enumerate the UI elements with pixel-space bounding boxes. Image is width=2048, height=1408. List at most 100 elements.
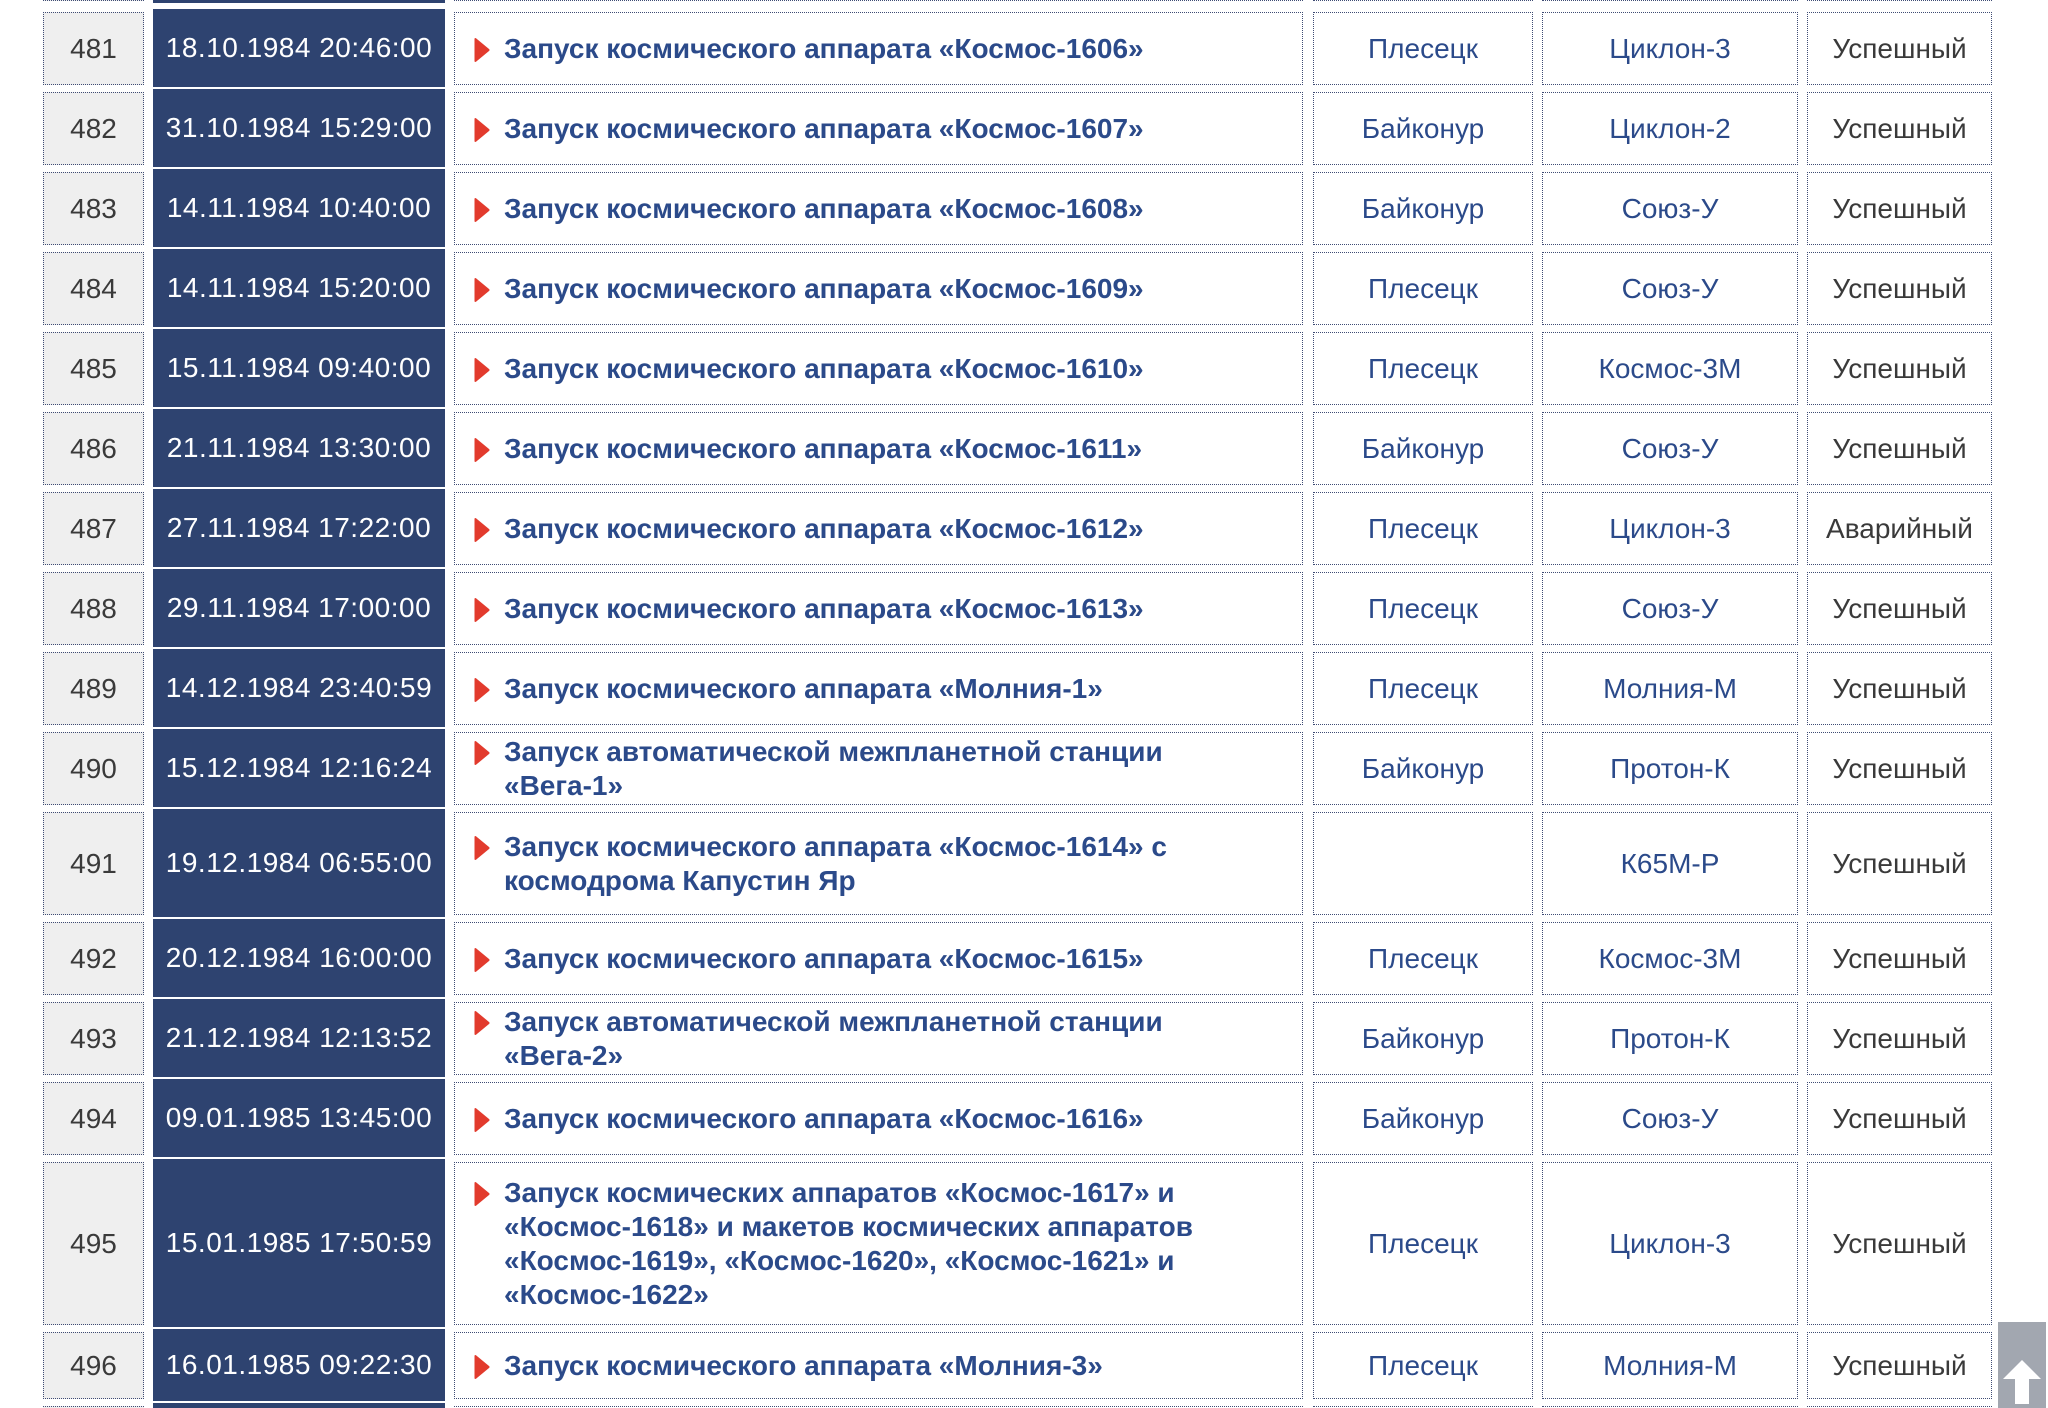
launch-status: Успешный	[1807, 332, 1992, 405]
launch-description-link[interactable]: Запуск космического аппарата «Космос-161…	[504, 512, 1144, 544]
launch-site: Байконур	[1313, 1002, 1533, 1075]
launch-description-inner: Запуск автоматической межпланетной станц…	[473, 735, 1276, 803]
launch-description-cell: Запуск космического аппарата «Космос-160…	[454, 172, 1303, 245]
launch-site: Плесецк	[1313, 12, 1533, 85]
launch-description-inner: Запуск космических аппаратов «Космос-161…	[473, 1176, 1276, 1312]
launch-description-link[interactable]: Запуск космического аппарата «Космос-160…	[504, 32, 1144, 64]
launch-site: Плесецк	[1313, 922, 1533, 995]
launch-datetime: 15.01.1985 17:50:59	[153, 1159, 445, 1327]
rocket-name: Союз-У	[1542, 252, 1798, 325]
table-row: 490 15.12.1984 12:16:24 Запуск автоматичес…	[0, 728, 2048, 808]
bullet-arrow-icon	[473, 357, 490, 383]
launch-description-link[interactable]: Запуск космического аппарата «Космос-161…	[504, 592, 1144, 624]
launch-description-cell: Запуск космического аппарата «Космос-161…	[454, 922, 1303, 995]
launch-datetime	[153, 0, 445, 3]
bullet-arrow-icon	[473, 37, 490, 63]
launch-description-cell	[454, 0, 1303, 1]
launch-description-link[interactable]: Запуск автоматической межпланетной станц…	[504, 735, 1163, 801]
launch-datetime: 21.11.1984 13:30:00	[153, 409, 445, 487]
partial-row-above	[0, 0, 2048, 8]
row-number: 487	[43, 492, 144, 565]
rocket-name	[1542, 1406, 1798, 1408]
launch-description-inner: Запуск космического аппарата «Космос-161…	[473, 1102, 1144, 1136]
launch-datetime	[153, 1403, 445, 1408]
launch-description-link[interactable]: Запуск космического аппарата «Молния-1»	[504, 672, 1103, 704]
launch-datetime: 27.11.1984 17:22:00	[153, 489, 445, 567]
launch-description-link[interactable]: Запуск космического аппарата «Космос-161…	[504, 352, 1144, 384]
launch-table: 481 18.10.1984 20:46:00 Запуск космическог…	[0, 8, 2048, 1402]
launch-datetime: 20.12.1984 16:00:00	[153, 919, 445, 997]
launch-status: Успешный	[1807, 922, 1992, 995]
launch-description-cell: Запуск космического аппарата «Космос-161…	[454, 1082, 1303, 1155]
launch-description-link[interactable]: Запуск космического аппарата «Космос-160…	[504, 272, 1144, 304]
launch-description-cell: Запуск космического аппарата «Космос-161…	[454, 412, 1303, 485]
launch-description-link[interactable]: Запуск космического аппарата «Молния-3»	[504, 1349, 1103, 1381]
launch-description-inner: Запуск космического аппарата «Космос-161…	[473, 830, 1276, 898]
table-row: 487 27.11.1984 17:22:00 Запуск космическог…	[0, 488, 2048, 568]
table-row: 484 14.11.1984 15:20:00 Запуск космическог…	[0, 248, 2048, 328]
rocket-name: Циклон-3	[1542, 12, 1798, 85]
launch-description-cell: Запуск космического аппарата «Космос-160…	[454, 252, 1303, 325]
launch-description-link[interactable]: Запуск автоматической межпланетной станц…	[504, 1005, 1163, 1071]
row-number	[43, 1406, 144, 1408]
launch-site: Байконур	[1313, 412, 1533, 485]
table-row: 482 31.10.1984 15:29:00 Запуск космическог…	[0, 88, 2048, 168]
rocket-name: Союз-У	[1542, 1082, 1798, 1155]
bullet-arrow-icon	[473, 117, 490, 143]
launch-description-cell: Запуск космического аппарата «Космос-161…	[454, 572, 1303, 645]
launch-description-cell: Запуск космического аппарата «Космос-160…	[454, 92, 1303, 165]
launch-site: Байконур	[1313, 92, 1533, 165]
row-number: 492	[43, 922, 144, 995]
launch-datetime: 15.12.1984 12:16:24	[153, 729, 445, 807]
launch-description-link[interactable]: Запуск космического аппарата «Космос-161…	[504, 432, 1143, 464]
table-row: 492 20.12.1984 16:00:00 Запуск космическог…	[0, 918, 2048, 998]
bullet-arrow-icon	[473, 740, 490, 766]
row-number: 493	[43, 1002, 144, 1075]
launch-datetime: 15.11.1984 09:40:00	[153, 329, 445, 407]
launch-description-inner: Запуск космического аппарата «Космос-161…	[473, 592, 1144, 626]
launch-datetime: 18.10.1984 20:46:00	[153, 9, 445, 87]
row-number: 482	[43, 92, 144, 165]
launch-status: Успешный	[1807, 412, 1992, 485]
bullet-arrow-icon	[473, 677, 490, 703]
launch-description-cell: Запуск космического аппарата «Космос-161…	[454, 492, 1303, 565]
launch-description-inner: Запуск космического аппарата «Космос-160…	[473, 192, 1144, 226]
bullet-arrow-icon	[473, 1354, 490, 1380]
launch-description-link[interactable]: Запуск космического аппарата «Космос-160…	[504, 192, 1144, 224]
launch-description-link[interactable]: Запуск космического аппарата «Космос-161…	[504, 1102, 1144, 1134]
launch-status: Успешный	[1807, 732, 1992, 805]
bullet-arrow-icon	[473, 517, 490, 543]
table-row: 485 15.11.1984 09:40:00 Запуск космическог…	[0, 328, 2048, 408]
bullet-arrow-icon	[473, 1107, 490, 1133]
table-row: 486 21.11.1984 13:30:00 Запуск космическог…	[0, 408, 2048, 488]
row-number: 485	[43, 332, 144, 405]
launch-description-inner: Запуск автоматической межпланетной станц…	[473, 1005, 1276, 1073]
rocket-name	[1542, 0, 1798, 1]
rocket-name: Союз-У	[1542, 412, 1798, 485]
launch-site: Байконур	[1313, 732, 1533, 805]
launch-description-link[interactable]: Запуск космического аппарата «Космос-161…	[504, 830, 1167, 896]
row-number: 488	[43, 572, 144, 645]
launch-description-cell: Запуск космического аппарата «Космос-160…	[454, 12, 1303, 85]
table-row: 483 14.11.1984 10:40:00 Запуск космическог…	[0, 168, 2048, 248]
launch-description-cell: Запуск космического аппарата «Космос-161…	[454, 812, 1303, 915]
rocket-name: Протон-К	[1542, 1002, 1798, 1075]
launch-datetime: 14.11.1984 10:40:00	[153, 169, 445, 247]
launch-site: Плесецк	[1313, 1332, 1533, 1399]
launch-site	[1313, 0, 1533, 1]
bullet-arrow-icon	[473, 1181, 490, 1207]
launch-description-link[interactable]: Запуск космических аппаратов «Космос-161…	[504, 1176, 1193, 1310]
launch-description-link[interactable]: Запуск космического аппарата «Космос-161…	[504, 942, 1144, 974]
launch-site: Плесецк	[1313, 652, 1533, 725]
launch-site: Плесецк	[1313, 492, 1533, 565]
launch-site: Плесецк	[1313, 572, 1533, 645]
launch-status: Успешный	[1807, 1082, 1992, 1155]
launch-description-cell: Запуск космического аппарата «Молния-3»	[454, 1332, 1303, 1399]
launch-site: Байконур	[1313, 172, 1533, 245]
rocket-name: Союз-У	[1542, 172, 1798, 245]
bullet-arrow-icon	[473, 197, 490, 223]
launch-description-link[interactable]: Запуск космического аппарата «Космос-160…	[504, 112, 1144, 144]
bullet-arrow-icon	[473, 437, 490, 463]
launch-description-inner: Запуск космического аппарата «Космос-161…	[473, 512, 1144, 546]
scroll-to-top-button[interactable]	[1998, 1322, 2046, 1408]
